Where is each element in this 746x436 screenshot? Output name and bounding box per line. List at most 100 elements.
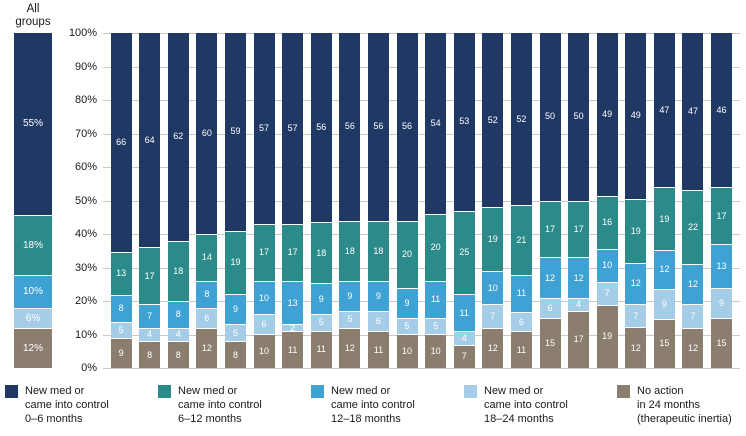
- bar-segment-label: 7: [604, 288, 610, 299]
- legend-label: No action in 24 months (therapeutic inerti…: [637, 384, 732, 426]
- bar-segment-label: 13: [716, 260, 727, 271]
- bar-segment: 12: [339, 327, 361, 368]
- bar-segment: 6: [539, 297, 561, 318]
- bar-segment: 62: [167, 33, 189, 241]
- stacked-bar: 49 19 12 7 12: [625, 33, 647, 368]
- bar-segment-label: 56: [344, 121, 355, 132]
- bar-segment: 13: [110, 251, 132, 296]
- bar-segment: 22: [682, 190, 704, 265]
- gridline: [103, 100, 740, 101]
- bar-segment: 4: [453, 331, 475, 345]
- bar-segment: 10: [253, 280, 275, 315]
- bar-segment: 12: [653, 249, 675, 290]
- bar-segment: 9: [310, 283, 332, 314]
- bar-segment: 8: [167, 341, 189, 368]
- bar-segment: 10: [253, 334, 275, 368]
- bar-segment: 56: [339, 33, 361, 221]
- bar-segment: 8: [139, 341, 161, 368]
- legend-label-line: in 24 months: [637, 399, 700, 411]
- bar-segment: 17: [282, 223, 304, 281]
- bar-segment-label: 52: [487, 114, 498, 125]
- bar-segment: 4: [568, 297, 590, 312]
- bar-segment-label: 5: [118, 324, 124, 335]
- bar-segment-label: 9: [318, 293, 324, 304]
- bar-segment-label: 15: [544, 337, 555, 348]
- legend-label-line: New med or: [178, 385, 238, 397]
- bar-segment-label: 17: [287, 247, 298, 258]
- bar-segment: 6: [196, 307, 218, 328]
- bar-segment: 49: [596, 33, 618, 196]
- bar-segment-label: 64: [144, 134, 155, 145]
- bar-segment: 66: [110, 33, 132, 252]
- bar-segment: 8: [110, 295, 132, 322]
- bar-segment: 56: [367, 33, 389, 221]
- bar-segment-label: 9: [661, 298, 667, 309]
- bar-segment: 7: [139, 304, 161, 328]
- all-groups-label-line2: groups: [15, 16, 51, 28]
- gridline: [103, 33, 740, 34]
- bar-segment: 19: [224, 230, 246, 295]
- bar-segment-label: 46: [716, 104, 727, 115]
- legend-item: New med or came into control 6–12 months: [158, 384, 262, 426]
- bar-segment: 18: [367, 220, 389, 281]
- stacked-bar: 64 17 7 4 8: [139, 33, 161, 368]
- bar-segment: 21: [510, 205, 532, 276]
- bar-segment-label: 56: [402, 121, 413, 132]
- bar-segment-label: 18: [344, 245, 355, 256]
- bar-segment-label: 6: [204, 312, 210, 323]
- bar-segment: 47: [653, 33, 675, 188]
- bar-segment: 20: [425, 213, 447, 281]
- stacked-bar: 52 21 11 6 11: [510, 33, 532, 368]
- legend-label: New med or came into control 12–18 months: [331, 384, 415, 426]
- bar-segment-label: 5: [433, 321, 439, 332]
- y-axis-tick: 20%: [74, 295, 97, 307]
- bar-segment: 49: [625, 33, 647, 199]
- legend-label-line: 18–24 months: [484, 413, 554, 425]
- bar-segment-label: 50: [573, 111, 584, 122]
- legend-item: New med or came into control 0–6 months: [5, 384, 109, 426]
- bar-segment-label: 10: [602, 260, 613, 271]
- gridline: [103, 66, 740, 68]
- bar-segment-label: 12: [687, 279, 698, 290]
- legend-swatch: [617, 385, 630, 398]
- bar-segment: 10: [396, 334, 418, 368]
- bar-segment: 25: [453, 210, 475, 295]
- bar-segment-label: 57: [259, 122, 270, 133]
- bar-segment: 5: [110, 321, 132, 339]
- stacked-bar: 56 20 9 5 10: [396, 33, 418, 368]
- bar-segment-label: 9: [118, 348, 124, 359]
- bar-segment-label: 9: [375, 290, 381, 301]
- legend-label: New med or came into control 18–24 months: [484, 384, 568, 426]
- legend-label: New med or came into control 0–6 months: [25, 384, 109, 426]
- bar-segment: 17: [711, 187, 733, 245]
- bar-segment-label: 17: [544, 223, 555, 234]
- bar-segment-label: 8: [232, 349, 238, 360]
- plot-area: 66 13 8 5 9 64 17 7 4 8 62 18 8 4 8 60 14 8 6 12 59 19 9 5 8 57 17…: [103, 33, 740, 369]
- bar-segment-label: 12: [630, 278, 641, 289]
- bar-segment: 10: [425, 334, 447, 368]
- bar-segment: 9: [339, 280, 361, 312]
- stacked-bar: 66 13 8 5 9: [110, 33, 132, 368]
- bar-segment: 4: [139, 327, 161, 342]
- stacked-bar: 60 14 8 6 12: [196, 33, 218, 368]
- bar-segment: 12: [625, 327, 647, 368]
- bar-segment: 17: [539, 200, 561, 258]
- stacked-bar: 57 17 10 6 10: [253, 33, 275, 368]
- bar-segment: 7: [596, 281, 618, 305]
- bar-segment-label: 7: [633, 310, 639, 321]
- bar-segment-label: 10: [430, 346, 441, 357]
- bar-segment-label: 9: [404, 297, 410, 308]
- bar-segment-label: 8: [118, 303, 124, 314]
- y-axis: 100% 90% 80% 70% 60% 50% 40% 30% 20% 10% 0%: [28, 27, 97, 374]
- bar-segment: 54: [425, 33, 447, 214]
- gridline: [103, 167, 740, 168]
- gridline: [103, 368, 740, 369]
- bar-segment: 11: [510, 275, 532, 312]
- y-axis-tick: 0%: [81, 362, 97, 374]
- stacked-bar: 46 17 13 9 15: [711, 33, 733, 368]
- bar-segment: 56: [396, 33, 418, 221]
- bar-segment: 60: [196, 33, 218, 234]
- bar-segment-label: 17: [259, 247, 270, 258]
- legend-label-line: came into control: [331, 399, 415, 411]
- bars-container: 66 13 8 5 9 64 17 7 4 8 62 18 8 4 8 60 14 8 6 12 59 19 9 5 8 57 17…: [103, 33, 740, 368]
